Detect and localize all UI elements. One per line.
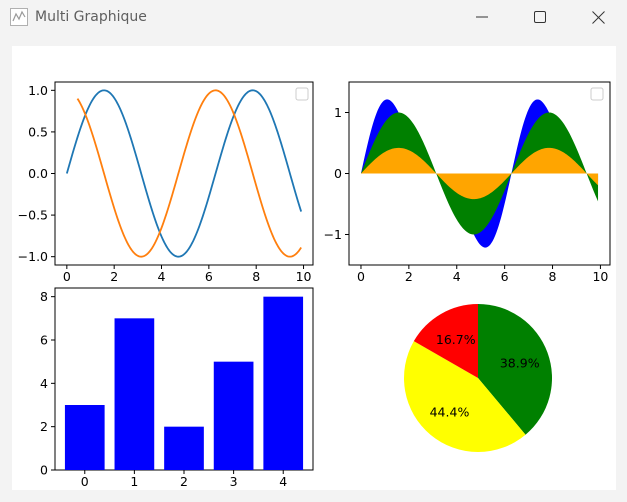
y-tick-label: −1	[324, 227, 342, 242]
y-tick-label: 1.0	[28, 83, 48, 98]
chart-sin-cos: 0 2 4 6 8 10 1.0 0.5 0.0 −0.5 −1.0	[18, 81, 314, 284]
x-tick-label: 8	[549, 269, 557, 284]
pie-label: 44.4%	[430, 405, 470, 420]
x-tick-label: 3	[230, 474, 238, 489]
bar	[213, 361, 254, 470]
x-tick-label: 6	[501, 269, 509, 284]
x-tick-label: 8	[252, 269, 260, 284]
bar	[64, 405, 105, 470]
chart-bar: 0 1 2 3 4 0 2 4 6 8	[40, 287, 314, 489]
y-tick-label: −0.5	[18, 208, 48, 223]
x-tick-label: 0	[81, 474, 89, 489]
x-tick-label: 6	[205, 269, 213, 284]
x-tick-label: 0	[357, 269, 365, 284]
bar	[263, 296, 304, 470]
x-tick-label: 0	[63, 269, 71, 284]
chart-pie: 38.9% 44.4% 16.7%	[403, 304, 553, 453]
pie-label: 38.9%	[500, 355, 540, 370]
close-icon	[592, 11, 605, 24]
x-tick-label: 10	[592, 269, 608, 284]
x-tick-label: 2	[405, 269, 413, 284]
maximize-icon	[534, 11, 546, 23]
minimize-button[interactable]	[452, 0, 512, 34]
minimize-icon	[476, 16, 488, 18]
pie-label: 16.7%	[436, 332, 476, 347]
pie-slice	[413, 304, 478, 378]
y-tick-label: 1	[334, 105, 342, 120]
window-title: Multi Graphique	[35, 9, 147, 25]
legend-box-2	[590, 87, 604, 101]
y-tick-label: 6	[40, 333, 48, 348]
bar	[114, 318, 155, 470]
cos-line	[76, 89, 302, 258]
y-tick-label: 8	[40, 289, 48, 304]
x-tick-label: 4	[279, 474, 287, 489]
y-tick-label: −1.0	[18, 249, 48, 264]
bar	[164, 426, 204, 470]
x-tick-label: 10	[296, 269, 312, 284]
legend-box-1	[295, 87, 309, 101]
pie-slice	[478, 304, 553, 435]
close-button[interactable]	[568, 0, 627, 34]
y-tick-label: 0.5	[28, 124, 48, 139]
y-tick-label: 4	[40, 376, 48, 391]
pie-slice	[403, 341, 526, 453]
maximize-button[interactable]	[510, 0, 570, 34]
x-tick-label: 4	[158, 269, 166, 284]
app-icon	[10, 8, 28, 26]
x-tick-label: 2	[110, 269, 118, 284]
y-tick-label: 0	[40, 463, 48, 478]
sin-line	[65, 89, 303, 258]
y-tick-label: 0	[334, 166, 342, 181]
y-tick-label: 2	[40, 419, 48, 434]
x-tick-label: 2	[180, 474, 188, 489]
x-tick-label: 1	[130, 474, 138, 489]
area-orange	[360, 147, 599, 200]
y-tick-label: 0.0	[28, 166, 48, 181]
x-tick-label: 4	[453, 269, 461, 284]
title-bar: Multi Graphique	[0, 0, 627, 36]
